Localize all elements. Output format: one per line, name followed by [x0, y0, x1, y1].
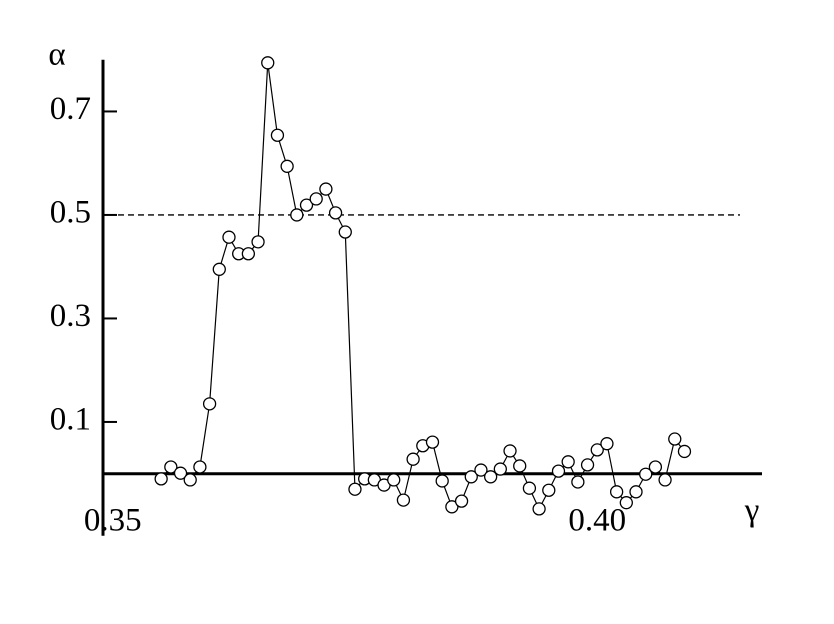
data-point: [503, 444, 517, 458]
y-tick-label: 0.7: [50, 91, 91, 127]
data-point: [513, 459, 527, 473]
data-point: [348, 482, 362, 496]
data-point: [290, 208, 304, 222]
y-tick-label: 0.1: [50, 402, 91, 438]
data-point: [561, 455, 575, 469]
data-point: [251, 235, 265, 249]
x-tick-label: 0.40: [568, 503, 626, 539]
data-point: [454, 494, 469, 508]
data-point: [590, 443, 604, 457]
data-point: [445, 500, 459, 514]
data-point: [668, 432, 682, 446]
data-point: [542, 483, 556, 497]
data-point: [464, 470, 478, 484]
data-point: [474, 463, 488, 477]
data-point: [425, 435, 440, 449]
x-tick-label: 0.35: [84, 503, 142, 539]
data-point: [658, 473, 672, 487]
data-point: [522, 481, 537, 495]
data-point: [193, 460, 207, 474]
data-point: [173, 466, 188, 480]
data-point: [483, 470, 498, 484]
data-point: [222, 230, 236, 244]
data-point: [387, 473, 401, 487]
data-point: [183, 473, 197, 487]
data-point: [580, 458, 595, 472]
data-point: [309, 192, 323, 206]
data-point: [532, 502, 546, 516]
data-point: [639, 467, 653, 481]
data-point: [212, 262, 226, 276]
data-point: [406, 452, 420, 466]
data-point: [571, 475, 585, 489]
data-point: [154, 472, 168, 486]
data-point: [551, 464, 566, 478]
data-point: [619, 496, 633, 510]
y-tick-label: 0.3: [50, 298, 91, 334]
data-point: [299, 198, 314, 212]
data-point: [202, 397, 217, 411]
data-point: [629, 485, 643, 499]
data-point: [338, 225, 352, 239]
data-point: [164, 460, 178, 474]
data-point: [396, 493, 411, 507]
y-axis-label: α: [48, 37, 65, 73]
data-point: [609, 485, 624, 499]
data-point: [319, 182, 333, 196]
data-point: [648, 460, 663, 474]
data-point: [280, 159, 294, 173]
data-point: [600, 437, 614, 451]
data-point: [261, 56, 275, 70]
data-point: [677, 444, 692, 459]
data-point: [328, 206, 343, 220]
data-point: [270, 128, 285, 142]
data-point: [493, 462, 507, 476]
data-point: [241, 247, 256, 261]
x-axis-label: γ: [744, 493, 760, 529]
y-tick-label: 0.5: [50, 195, 91, 231]
data-point: [435, 474, 449, 488]
